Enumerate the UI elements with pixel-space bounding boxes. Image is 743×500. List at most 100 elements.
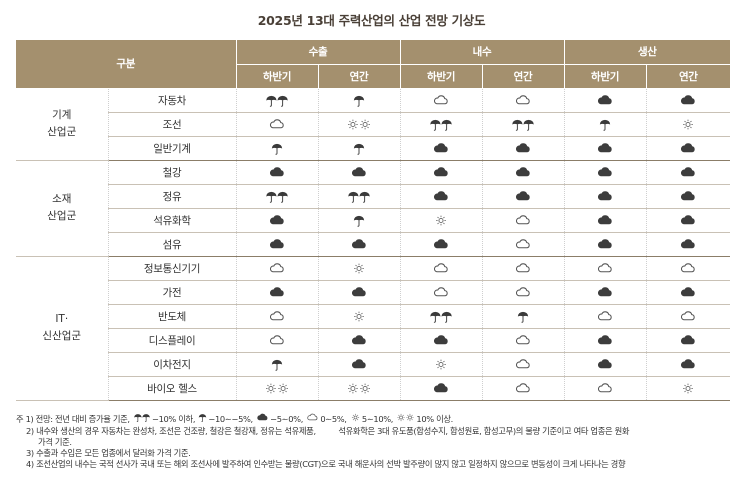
forecast-cell [563, 112, 647, 137]
forecast-cell [645, 184, 731, 209]
forecast-cell [563, 184, 647, 209]
forecast-cell [645, 304, 731, 329]
overcast-icon [432, 381, 450, 396]
cloudy-icon [432, 285, 450, 300]
overcast-icon [514, 165, 532, 180]
overcast-icon [268, 237, 286, 252]
table-row: 섬유 [16, 232, 731, 257]
overcast-icon [350, 237, 368, 252]
forecast-cell [481, 184, 565, 209]
cloudy-icon [432, 261, 450, 276]
rain-icon [198, 412, 207, 426]
very-sunny-icon [346, 381, 372, 396]
forecast-cell [399, 304, 483, 329]
forecast-cell [399, 160, 483, 185]
table-row: 이차전지 [16, 352, 731, 377]
overcast-icon [596, 237, 614, 252]
forecast-cell [645, 88, 731, 113]
forecast-cell [481, 328, 565, 353]
legend-label: −10% 이하, [151, 414, 196, 424]
forecast-cell [563, 160, 647, 185]
forecast-cell [563, 328, 647, 353]
forecast-cell [399, 136, 483, 161]
forecast-cell [235, 304, 319, 329]
header-sub: 연간 [317, 64, 401, 89]
sunny-icon [352, 261, 366, 276]
forecast-cell [481, 208, 565, 233]
sunny-icon [434, 213, 448, 228]
forecast-cell [235, 208, 319, 233]
rain-icon [517, 309, 529, 324]
table-row: 소재 산업군 철강 [16, 160, 731, 257]
forecast-cell [399, 352, 483, 377]
forecast-cell [563, 232, 647, 257]
forecast-cell [317, 184, 401, 209]
footnote-3: 3) 수출과 수입은 모든 업종에서 달러화 가격 기준. [26, 448, 191, 458]
header-sub: 하반기 [399, 64, 483, 89]
cloudy-icon [679, 261, 697, 276]
legend-label: 0∼5%, [320, 414, 347, 424]
heavy-rain-icon [429, 117, 453, 132]
footnote-2: 2) 내수와 생산의 경우 자동차는 완성차, 조선은 건조량, 철강은 철강재… [26, 426, 630, 436]
legend-label: 10% 이상. [416, 414, 453, 424]
forecast-cell [235, 88, 319, 113]
forecast-cell [645, 112, 731, 137]
forecast-cell [645, 136, 731, 161]
header-sub: 하반기 [563, 64, 647, 89]
cloudy-icon [514, 381, 532, 396]
forecast-cell [481, 256, 565, 281]
forecast-cell [317, 376, 401, 401]
forecast-cell [399, 88, 483, 113]
overcast-icon [679, 285, 697, 300]
forecast-cell [563, 352, 647, 377]
forecast-cell [399, 112, 483, 137]
header-export: 수출 [235, 40, 401, 65]
heavy-rain-icon [347, 189, 371, 204]
forecast-cell [399, 328, 483, 353]
forecast-cell [317, 208, 401, 233]
industry-name: 자동차 [107, 88, 237, 113]
forecast-cell [317, 112, 401, 137]
forecast-cell [481, 376, 565, 401]
overcast-icon [514, 189, 532, 204]
overcast-icon [256, 412, 269, 426]
sunny-icon [352, 309, 366, 324]
heavy-rain-icon [429, 309, 453, 324]
forecast-cell [645, 352, 731, 377]
forecast-cell [645, 232, 731, 257]
rain-icon [353, 93, 365, 108]
forecast-cell [235, 112, 319, 137]
rain-icon [599, 117, 611, 132]
forecast-cell [317, 256, 401, 281]
legend-label: 5∼10%, [361, 414, 394, 424]
forecast-cell [481, 352, 565, 377]
forecast-cell [563, 376, 647, 401]
header-production: 생산 [563, 40, 731, 65]
cloudy-icon [514, 213, 532, 228]
forecast-table: 구분 수출 내수 생산 하반기 연간 하반기 연간 하반기 연간 기계 산업군 자동… [16, 40, 731, 401]
industry-name: 석유화학 [107, 208, 237, 233]
overcast-icon [596, 333, 614, 348]
header-category: 구분 [16, 40, 237, 89]
forecast-cell [399, 280, 483, 305]
heavy-rain-icon [511, 117, 535, 132]
forecast-cell [481, 136, 565, 161]
cloudy-icon [514, 93, 532, 108]
table-row: 석유화학 [16, 208, 731, 233]
forecast-cell [235, 280, 319, 305]
cloudy-icon [268, 117, 286, 132]
footnote-2-cont: 가격 기준. [38, 437, 72, 447]
forecast-cell [481, 232, 565, 257]
forecast-cell [563, 280, 647, 305]
forecast-cell [317, 280, 401, 305]
header-sub: 연간 [481, 64, 565, 89]
forecast-cell [235, 184, 319, 209]
forecast-cell [399, 376, 483, 401]
industry-name: 이차전지 [107, 352, 237, 377]
header-sub: 연간 [645, 64, 731, 89]
forecast-cell [235, 328, 319, 353]
forecast-cell [481, 88, 565, 113]
forecast-cell [563, 208, 647, 233]
overcast-icon [514, 141, 532, 156]
overcast-icon [596, 93, 614, 108]
